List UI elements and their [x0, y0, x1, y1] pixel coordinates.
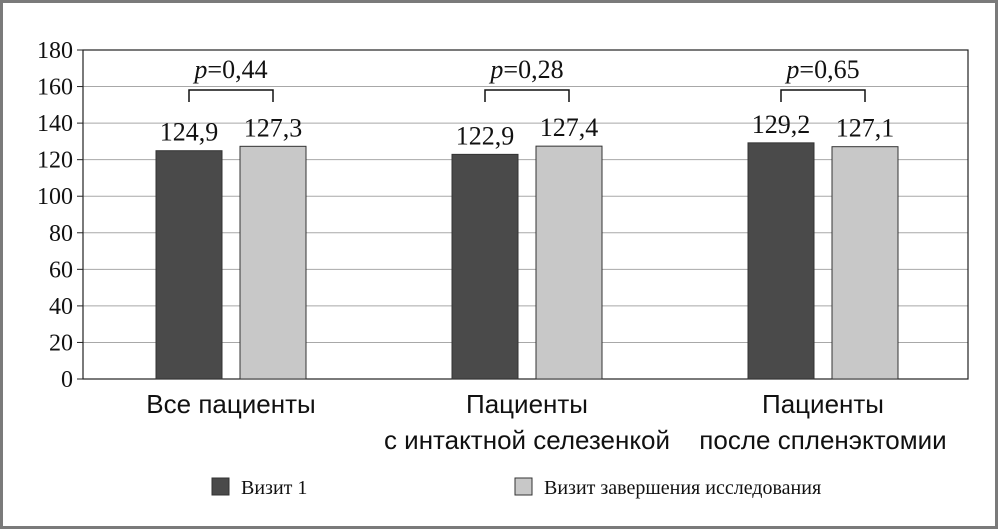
- bar: [535, 145, 603, 380]
- p-value-label: p=0,44: [192, 55, 267, 84]
- legend-swatch: [211, 477, 230, 496]
- data-label: 129,2: [752, 110, 811, 139]
- x-category-label: после спленэктомии: [699, 425, 946, 455]
- legend-swatch: [514, 477, 533, 496]
- x-category-label: с интактной селезенкой: [384, 425, 670, 455]
- bar: [451, 153, 519, 380]
- significance-bracket: [484, 89, 570, 102]
- y-tick-label: 160: [37, 75, 73, 101]
- x-category-label: Пациенты: [466, 389, 588, 419]
- y-tick-label: 140: [37, 111, 73, 137]
- p-value-number: =0,65: [799, 55, 859, 84]
- y-tick-label: 80: [49, 221, 73, 247]
- p-value-symbol: p: [488, 55, 503, 84]
- x-category-label: Все пациенты: [146, 389, 315, 419]
- legend-label: Визит завершения исследования: [544, 477, 821, 499]
- p-value-number: =0,28: [503, 55, 563, 84]
- bar: [831, 146, 899, 380]
- y-tick-label: 180: [37, 38, 73, 64]
- p-value-number: =0,44: [207, 55, 267, 84]
- p-value-label: p=0,28: [488, 55, 563, 84]
- p-value-label: p=0,65: [784, 55, 859, 84]
- plot-border: [82, 49, 969, 380]
- data-label: 127,4: [540, 113, 599, 142]
- significance-bracket: [188, 89, 274, 102]
- plot-area: [83, 50, 968, 379]
- y-tick-label: 0: [61, 367, 73, 393]
- significance-bracket: [780, 89, 866, 102]
- p-value-symbol: p: [192, 55, 207, 84]
- y-tick-label: 120: [37, 148, 73, 174]
- x-category-label: Пациенты: [762, 389, 884, 419]
- bar: [239, 145, 307, 380]
- data-label: 127,1: [836, 114, 895, 143]
- y-tick-label: 100: [37, 184, 73, 210]
- y-tick-label: 40: [49, 294, 73, 320]
- data-label: 124,9: [160, 118, 219, 147]
- p-value-symbol: p: [784, 55, 799, 84]
- data-label: 122,9: [456, 121, 515, 150]
- bar: [155, 150, 223, 380]
- legend-label: Визит 1: [241, 477, 307, 499]
- y-tick-label: 60: [49, 257, 73, 283]
- data-label: 127,3: [244, 113, 303, 142]
- bar: [747, 142, 815, 380]
- y-tick-label: 20: [49, 330, 73, 356]
